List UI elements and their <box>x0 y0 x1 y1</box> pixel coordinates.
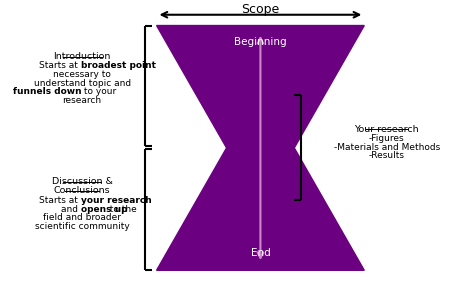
Text: to the: to the <box>81 205 137 214</box>
Text: opens up: opens up <box>81 205 128 214</box>
Text: End: End <box>251 248 270 258</box>
Text: research: research <box>63 96 101 105</box>
Text: field and broader: field and broader <box>43 214 121 222</box>
Text: necessary to: necessary to <box>53 70 111 79</box>
Text: Beginning: Beginning <box>234 37 287 47</box>
Text: Introduction: Introduction <box>54 52 111 61</box>
Text: scientific community: scientific community <box>35 222 129 231</box>
Text: Your research: Your research <box>355 124 419 134</box>
Text: Discussion &: Discussion & <box>52 177 112 186</box>
Text: to your: to your <box>81 87 117 96</box>
Text: -Figures: -Figures <box>369 134 405 143</box>
Polygon shape <box>156 148 364 270</box>
Text: and: and <box>61 205 81 214</box>
Text: your research: your research <box>81 196 152 205</box>
Text: Scope: Scope <box>241 3 280 16</box>
Text: understand topic and: understand topic and <box>34 78 131 88</box>
Text: -Results: -Results <box>369 151 405 160</box>
Text: Conclusions: Conclusions <box>54 186 110 195</box>
Text: -Materials and Methods: -Materials and Methods <box>334 143 440 152</box>
Text: broadest point: broadest point <box>81 61 156 70</box>
Text: Starts at: Starts at <box>39 196 81 205</box>
Polygon shape <box>156 26 364 148</box>
Text: Starts at: Starts at <box>39 61 81 70</box>
Text: funnels down: funnels down <box>13 87 81 96</box>
